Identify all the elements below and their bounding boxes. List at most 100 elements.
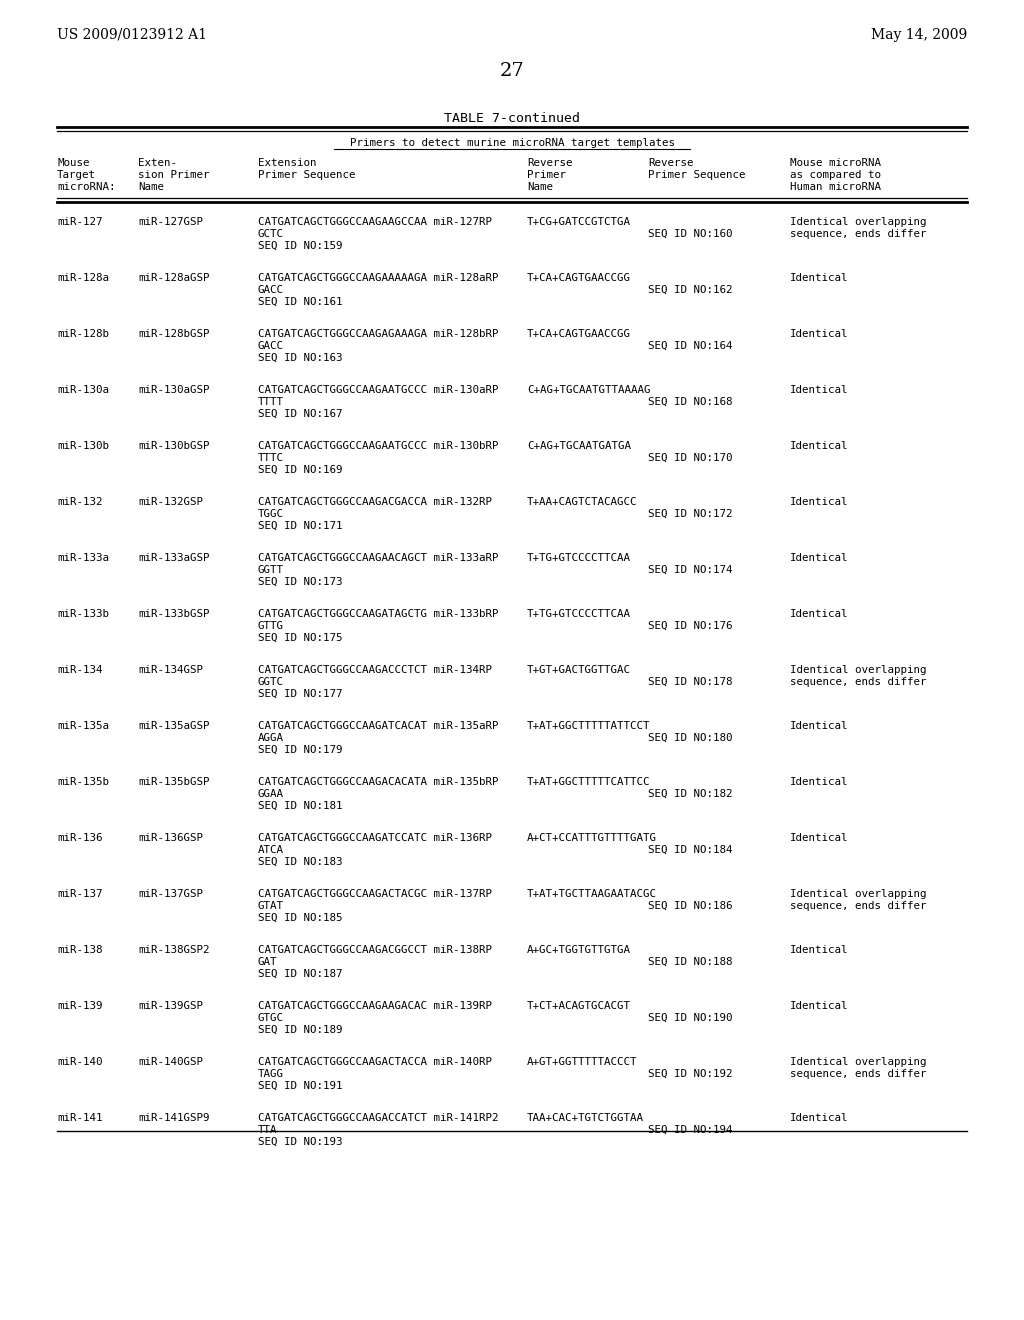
Text: SEQ ID NO:176: SEQ ID NO:176 xyxy=(648,620,732,631)
Text: Name: Name xyxy=(527,182,553,191)
Text: A+GT+GGTTTTTACCCT: A+GT+GGTTTTTACCCT xyxy=(527,1057,638,1067)
Text: miR-139: miR-139 xyxy=(57,1001,102,1011)
Text: GACC: GACC xyxy=(258,285,284,294)
Text: GGTT: GGTT xyxy=(258,565,284,576)
Text: sequence, ends differ: sequence, ends differ xyxy=(790,902,927,911)
Text: SEQ ID NO:194: SEQ ID NO:194 xyxy=(648,1125,732,1135)
Text: Identical: Identical xyxy=(790,1113,849,1123)
Text: Identical: Identical xyxy=(790,498,849,507)
Text: SEQ ID NO:185: SEQ ID NO:185 xyxy=(258,913,342,923)
Text: Target: Target xyxy=(57,170,96,180)
Text: miR-128a: miR-128a xyxy=(57,273,109,282)
Text: GACC: GACC xyxy=(258,341,284,351)
Text: miR-140GSP: miR-140GSP xyxy=(138,1057,203,1067)
Text: T+CT+ACAGTGCACGT: T+CT+ACAGTGCACGT xyxy=(527,1001,631,1011)
Text: 27: 27 xyxy=(500,62,524,81)
Text: C+AG+TGCAATGTTAAAAG: C+AG+TGCAATGTTAAAAG xyxy=(527,385,650,395)
Text: Primer Sequence: Primer Sequence xyxy=(258,170,355,180)
Text: miR-134GSP: miR-134GSP xyxy=(138,665,203,675)
Text: TAA+CAC+TGTCTGGTAA: TAA+CAC+TGTCTGGTAA xyxy=(527,1113,644,1123)
Text: Identical overlapping: Identical overlapping xyxy=(790,665,927,675)
Text: miR-136GSP: miR-136GSP xyxy=(138,833,203,843)
Text: miR-138GSP2: miR-138GSP2 xyxy=(138,945,210,954)
Text: miR-130a: miR-130a xyxy=(57,385,109,395)
Text: T+AT+GGCTTTTTCATTCC: T+AT+GGCTTTTTCATTCC xyxy=(527,777,650,787)
Text: TGGC: TGGC xyxy=(258,510,284,519)
Text: AGGA: AGGA xyxy=(258,733,284,743)
Text: Identical: Identical xyxy=(790,329,849,339)
Text: C+AG+TGCAATGATGA: C+AG+TGCAATGATGA xyxy=(527,441,631,451)
Text: miR-138: miR-138 xyxy=(57,945,102,954)
Text: miR-132GSP: miR-132GSP xyxy=(138,498,203,507)
Text: T+AA+CAGTCTACAGCC: T+AA+CAGTCTACAGCC xyxy=(527,498,638,507)
Text: miR-133b: miR-133b xyxy=(57,609,109,619)
Text: CATGATCAGCTGGGCCAAGACTACCA miR-140RP: CATGATCAGCTGGGCCAAGACTACCA miR-140RP xyxy=(258,1057,492,1067)
Text: A+CT+CCATTTGTTTTGATG: A+CT+CCATTTGTTTTGATG xyxy=(527,833,657,843)
Text: miR-134: miR-134 xyxy=(57,665,102,675)
Text: miR-133bGSP: miR-133bGSP xyxy=(138,609,210,619)
Text: GTTG: GTTG xyxy=(258,620,284,631)
Text: T+AT+GGCTTTTTATTCCT: T+AT+GGCTTTTTATTCCT xyxy=(527,721,650,731)
Text: T+TG+GTCCCCTTCAA: T+TG+GTCCCCTTCAA xyxy=(527,553,631,564)
Text: miR-135a: miR-135a xyxy=(57,721,109,731)
Text: SEQ ID NO:173: SEQ ID NO:173 xyxy=(258,577,342,587)
Text: miR-128b: miR-128b xyxy=(57,329,109,339)
Text: miR-130aGSP: miR-130aGSP xyxy=(138,385,210,395)
Text: SEQ ID NO:183: SEQ ID NO:183 xyxy=(258,857,342,867)
Text: miR-137GSP: miR-137GSP xyxy=(138,888,203,899)
Text: Human microRNA: Human microRNA xyxy=(790,182,881,191)
Text: Extension: Extension xyxy=(258,158,316,168)
Text: Identical overlapping: Identical overlapping xyxy=(790,1057,927,1067)
Text: SEQ ID NO:177: SEQ ID NO:177 xyxy=(258,689,342,700)
Text: SEQ ID NO:162: SEQ ID NO:162 xyxy=(648,285,732,294)
Text: Identical: Identical xyxy=(790,721,849,731)
Text: Identical: Identical xyxy=(790,777,849,787)
Text: T+TG+GTCCCCTTCAA: T+TG+GTCCCCTTCAA xyxy=(527,609,631,619)
Text: SEQ ID NO:163: SEQ ID NO:163 xyxy=(258,352,342,363)
Text: miR-135b: miR-135b xyxy=(57,777,109,787)
Text: sion Primer: sion Primer xyxy=(138,170,210,180)
Text: CATGATCAGCTGGGCCAAGACTACGC miR-137RP: CATGATCAGCTGGGCCAAGACTACGC miR-137RP xyxy=(258,888,492,899)
Text: miR-139GSP: miR-139GSP xyxy=(138,1001,203,1011)
Text: CATGATCAGCTGGGCCAAGAACAGCT miR-133aRP: CATGATCAGCTGGGCCAAGAACAGCT miR-133aRP xyxy=(258,553,499,564)
Text: sequence, ends differ: sequence, ends differ xyxy=(790,677,927,686)
Text: SEQ ID NO:174: SEQ ID NO:174 xyxy=(648,565,732,576)
Text: SEQ ID NO:160: SEQ ID NO:160 xyxy=(648,228,732,239)
Text: SEQ ID NO:164: SEQ ID NO:164 xyxy=(648,341,732,351)
Text: SEQ ID NO:169: SEQ ID NO:169 xyxy=(258,465,342,475)
Text: Primers to detect murine microRNA target templates: Primers to detect murine microRNA target… xyxy=(349,139,675,148)
Text: microRNA:: microRNA: xyxy=(57,182,116,191)
Text: Identical: Identical xyxy=(790,609,849,619)
Text: miR-127GSP: miR-127GSP xyxy=(138,216,203,227)
Text: Name: Name xyxy=(138,182,164,191)
Text: miR-141GSP9: miR-141GSP9 xyxy=(138,1113,210,1123)
Text: miR-133a: miR-133a xyxy=(57,553,109,564)
Text: CATGATCAGCTGGGCCAAGATAGCTG miR-133bRP: CATGATCAGCTGGGCCAAGATAGCTG miR-133bRP xyxy=(258,609,499,619)
Text: CATGATCAGCTGGGCCAAGAGAAAGA miR-128bRP: CATGATCAGCTGGGCCAAGAGAAAGA miR-128bRP xyxy=(258,329,499,339)
Text: GGTC: GGTC xyxy=(258,677,284,686)
Text: SEQ ID NO:182: SEQ ID NO:182 xyxy=(648,789,732,799)
Text: GTAT: GTAT xyxy=(258,902,284,911)
Text: miR-135bGSP: miR-135bGSP xyxy=(138,777,210,787)
Text: SEQ ID NO:161: SEQ ID NO:161 xyxy=(258,297,342,308)
Text: CATGATCAGCTGGGCCAAGACCATCT miR-141RP2: CATGATCAGCTGGGCCAAGACCATCT miR-141RP2 xyxy=(258,1113,499,1123)
Text: CATGATCAGCTGGGCCAAGACGACCA miR-132RP: CATGATCAGCTGGGCCAAGACGACCA miR-132RP xyxy=(258,498,492,507)
Text: CATGATCAGCTGGGCCAAGACGGCCT miR-138RP: CATGATCAGCTGGGCCAAGACGGCCT miR-138RP xyxy=(258,945,492,954)
Text: SEQ ID NO:191: SEQ ID NO:191 xyxy=(258,1081,342,1092)
Text: GCTC: GCTC xyxy=(258,228,284,239)
Text: miR-137: miR-137 xyxy=(57,888,102,899)
Text: ATCA: ATCA xyxy=(258,845,284,855)
Text: Primer: Primer xyxy=(527,170,566,180)
Text: as compared to: as compared to xyxy=(790,170,881,180)
Text: CATGATCAGCTGGGCCAAGAAGCCAA miR-127RP: CATGATCAGCTGGGCCAAGAAGCCAA miR-127RP xyxy=(258,216,492,227)
Text: miR-141: miR-141 xyxy=(57,1113,102,1123)
Text: Identical: Identical xyxy=(790,553,849,564)
Text: sequence, ends differ: sequence, ends differ xyxy=(790,1069,927,1078)
Text: SEQ ID NO:178: SEQ ID NO:178 xyxy=(648,677,732,686)
Text: SEQ ID NO:175: SEQ ID NO:175 xyxy=(258,634,342,643)
Text: Identical overlapping: Identical overlapping xyxy=(790,216,927,227)
Text: T+GT+GACTGGTTGAC: T+GT+GACTGGTTGAC xyxy=(527,665,631,675)
Text: miR-135aGSP: miR-135aGSP xyxy=(138,721,210,731)
Text: SEQ ID NO:180: SEQ ID NO:180 xyxy=(648,733,732,743)
Text: SEQ ID NO:181: SEQ ID NO:181 xyxy=(258,801,342,810)
